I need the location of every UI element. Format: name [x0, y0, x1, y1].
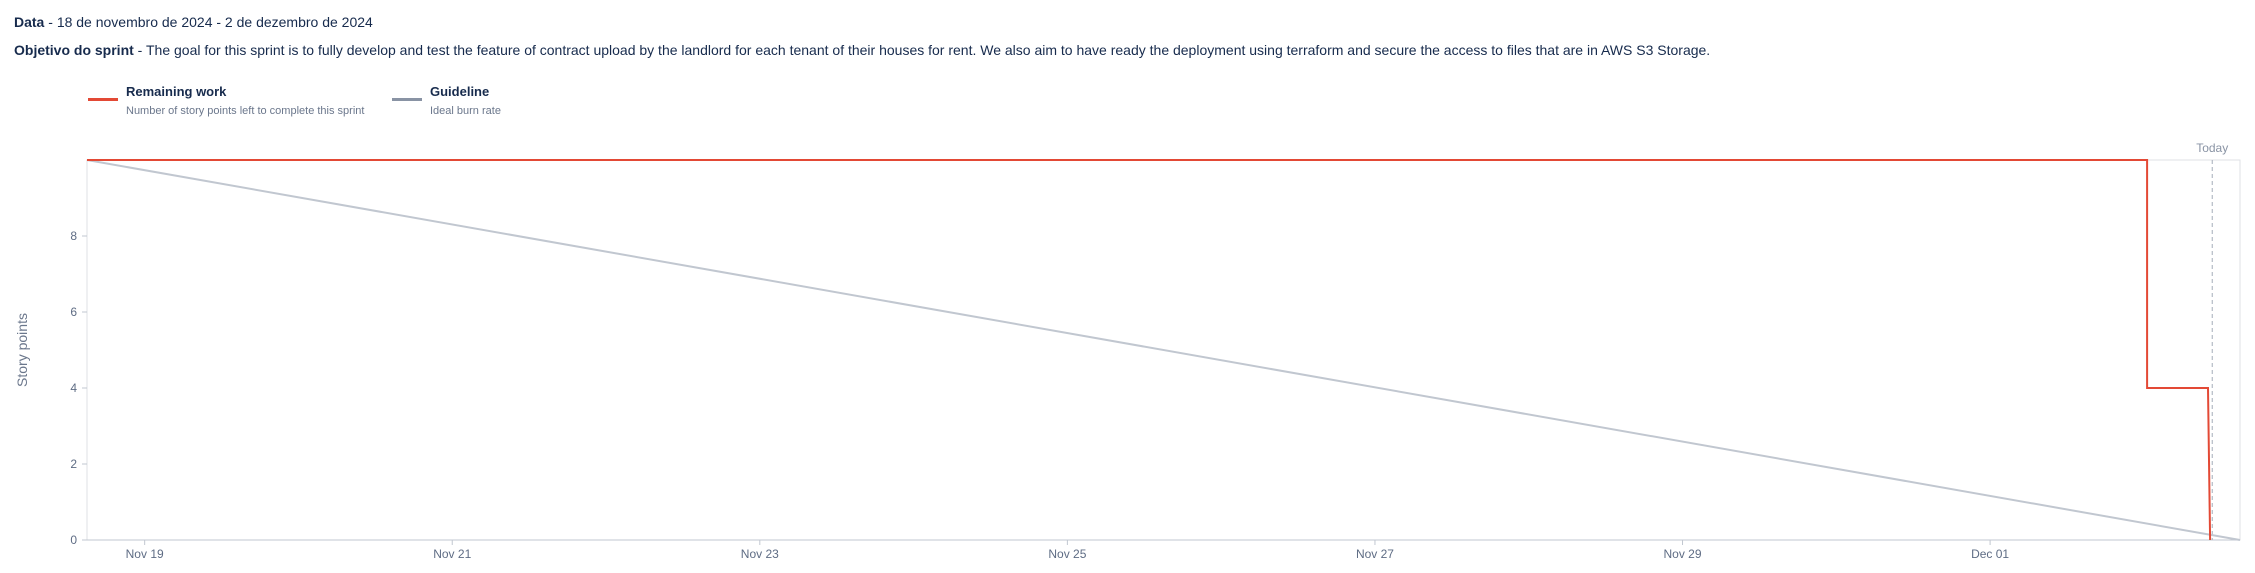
today-label: Today: [2196, 141, 2228, 155]
x-tick-label: Nov 25: [1048, 547, 1086, 561]
x-tick-label: Nov 27: [1356, 547, 1394, 561]
y-tick-label: 0: [70, 533, 77, 547]
legend-title-guideline: Guideline: [430, 84, 490, 99]
x-tick-label: Nov 23: [741, 547, 779, 561]
sprint-date-separator: -: [44, 14, 57, 30]
series-line-guideline: [86, 159, 2241, 541]
sprint-date: Data - 18 de novembro de 2024 - 2 de dez…: [14, 13, 373, 31]
sprint-date-value: 18 de novembro de 2024 - 2 de dezembro d…: [56, 14, 373, 30]
legend-title-remaining-work: Remaining work: [126, 84, 227, 99]
sprint-goal-separator: -: [133, 42, 146, 58]
legend-swatch-remaining-work: [88, 98, 118, 101]
y-tick-label: 4: [70, 381, 77, 395]
chart-frame: [82, 159, 2241, 545]
chart-series: [86, 159, 2241, 541]
x-tick-label: Nov 19: [126, 547, 164, 561]
y-tick-label: 2: [70, 457, 77, 471]
legend-subtitle-remaining-work: Number of story points left to complete …: [126, 105, 365, 117]
x-tick-label: Nov 21: [433, 547, 471, 561]
sprint-date-label: Data: [14, 14, 45, 30]
sprint-goal: Objetivo do sprint - The goal for this s…: [14, 41, 1710, 59]
y-tick-label: 6: [70, 305, 77, 319]
sprint-goal-label: Objetivo do sprint: [14, 42, 134, 58]
chart-axis-labels: 0 2 4 6 8 Nov 19 Nov 21 Nov 23 Nov 25 Nov 27 Nov 2…: [70, 141, 2228, 561]
x-tick-label: Dec 01: [1971, 547, 2009, 561]
sprint-goal-value: The goal for this sprint is to fully dev…: [145, 42, 1711, 58]
legend-swatch-guideline: [392, 98, 422, 101]
legend-subtitle-guideline: Ideal burn rate: [430, 105, 501, 117]
x-tick-label: Nov 29: [1664, 547, 1702, 561]
y-axis-label: Story points: [14, 313, 30, 387]
series-line-remaining-work: [87, 159, 2212, 541]
y-tick-label: 8: [70, 229, 77, 243]
